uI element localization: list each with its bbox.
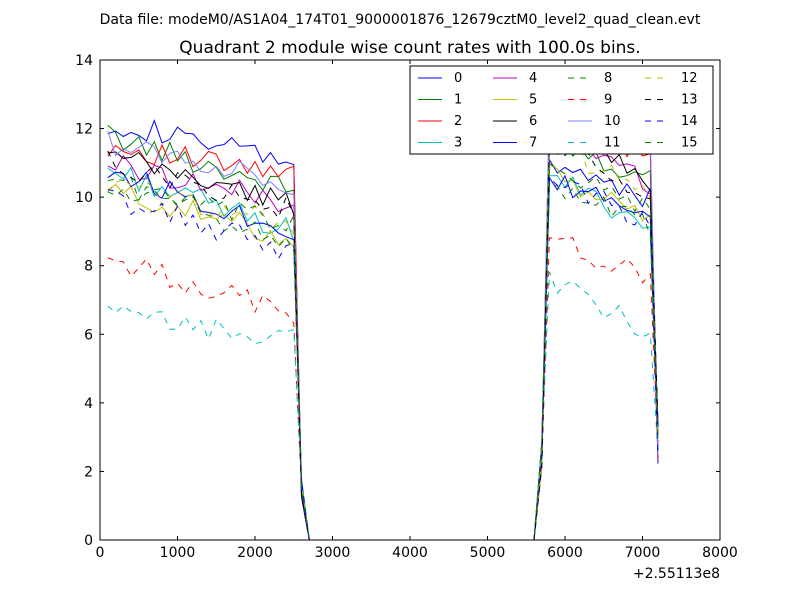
- y-tick-label: 6: [84, 327, 93, 343]
- legend-label-9: 9: [604, 93, 612, 108]
- x-tick-label: 1000: [160, 545, 196, 561]
- x-tick-label: 3000: [315, 545, 351, 561]
- ticks-layer: 0 1000 2000 3000 4000 5000 6000 7000 80000246810…: [75, 53, 738, 561]
- x-tick-label: 0: [96, 545, 105, 561]
- legend-label-15: 15: [681, 136, 698, 151]
- y-tick-label: 4: [84, 396, 93, 412]
- x-tick-label: 6000: [547, 545, 583, 561]
- x-tick-label: 5000: [470, 545, 506, 561]
- y-tick-label: 0: [84, 533, 93, 549]
- legend-label-10: 10: [604, 114, 621, 129]
- legend-label-1: 1: [454, 93, 462, 108]
- x-tick-label: 4000: [392, 545, 428, 561]
- legend-label-6: 6: [529, 114, 537, 129]
- y-tick-label: 14: [75, 53, 93, 69]
- legend-label-13: 13: [681, 93, 698, 108]
- legend-label-14: 14: [681, 114, 698, 129]
- x-offset-label: +2.55113e8: [633, 566, 720, 582]
- legend-label-7: 7: [529, 136, 537, 151]
- legend-label-0: 0: [454, 71, 462, 86]
- legend-label-12: 12: [681, 71, 698, 86]
- x-tick-label: 7000: [625, 545, 661, 561]
- legend-label-4: 4: [529, 71, 537, 86]
- y-tick-label: 10: [75, 190, 93, 206]
- legend-label-8: 8: [604, 71, 612, 86]
- y-tick-label: 8: [84, 259, 93, 275]
- legend-label-5: 5: [529, 93, 537, 108]
- data-file-header: Data file: modeM0/AS1A04_174T01_90000018…: [100, 12, 701, 28]
- chart-title: Quadrant 2 module wise count rates with …: [179, 38, 640, 58]
- legend-box: [409, 65, 714, 155]
- legend-label-2: 2: [454, 114, 462, 129]
- x-tick-label: 8000: [702, 545, 738, 561]
- series-line-14: [107, 177, 659, 541]
- y-tick-label: 2: [84, 464, 93, 480]
- y-tick-label: 12: [75, 122, 93, 138]
- x-tick-label: 2000: [237, 545, 273, 561]
- legend-label-11: 11: [604, 136, 621, 151]
- legend-label-3: 3: [454, 136, 462, 151]
